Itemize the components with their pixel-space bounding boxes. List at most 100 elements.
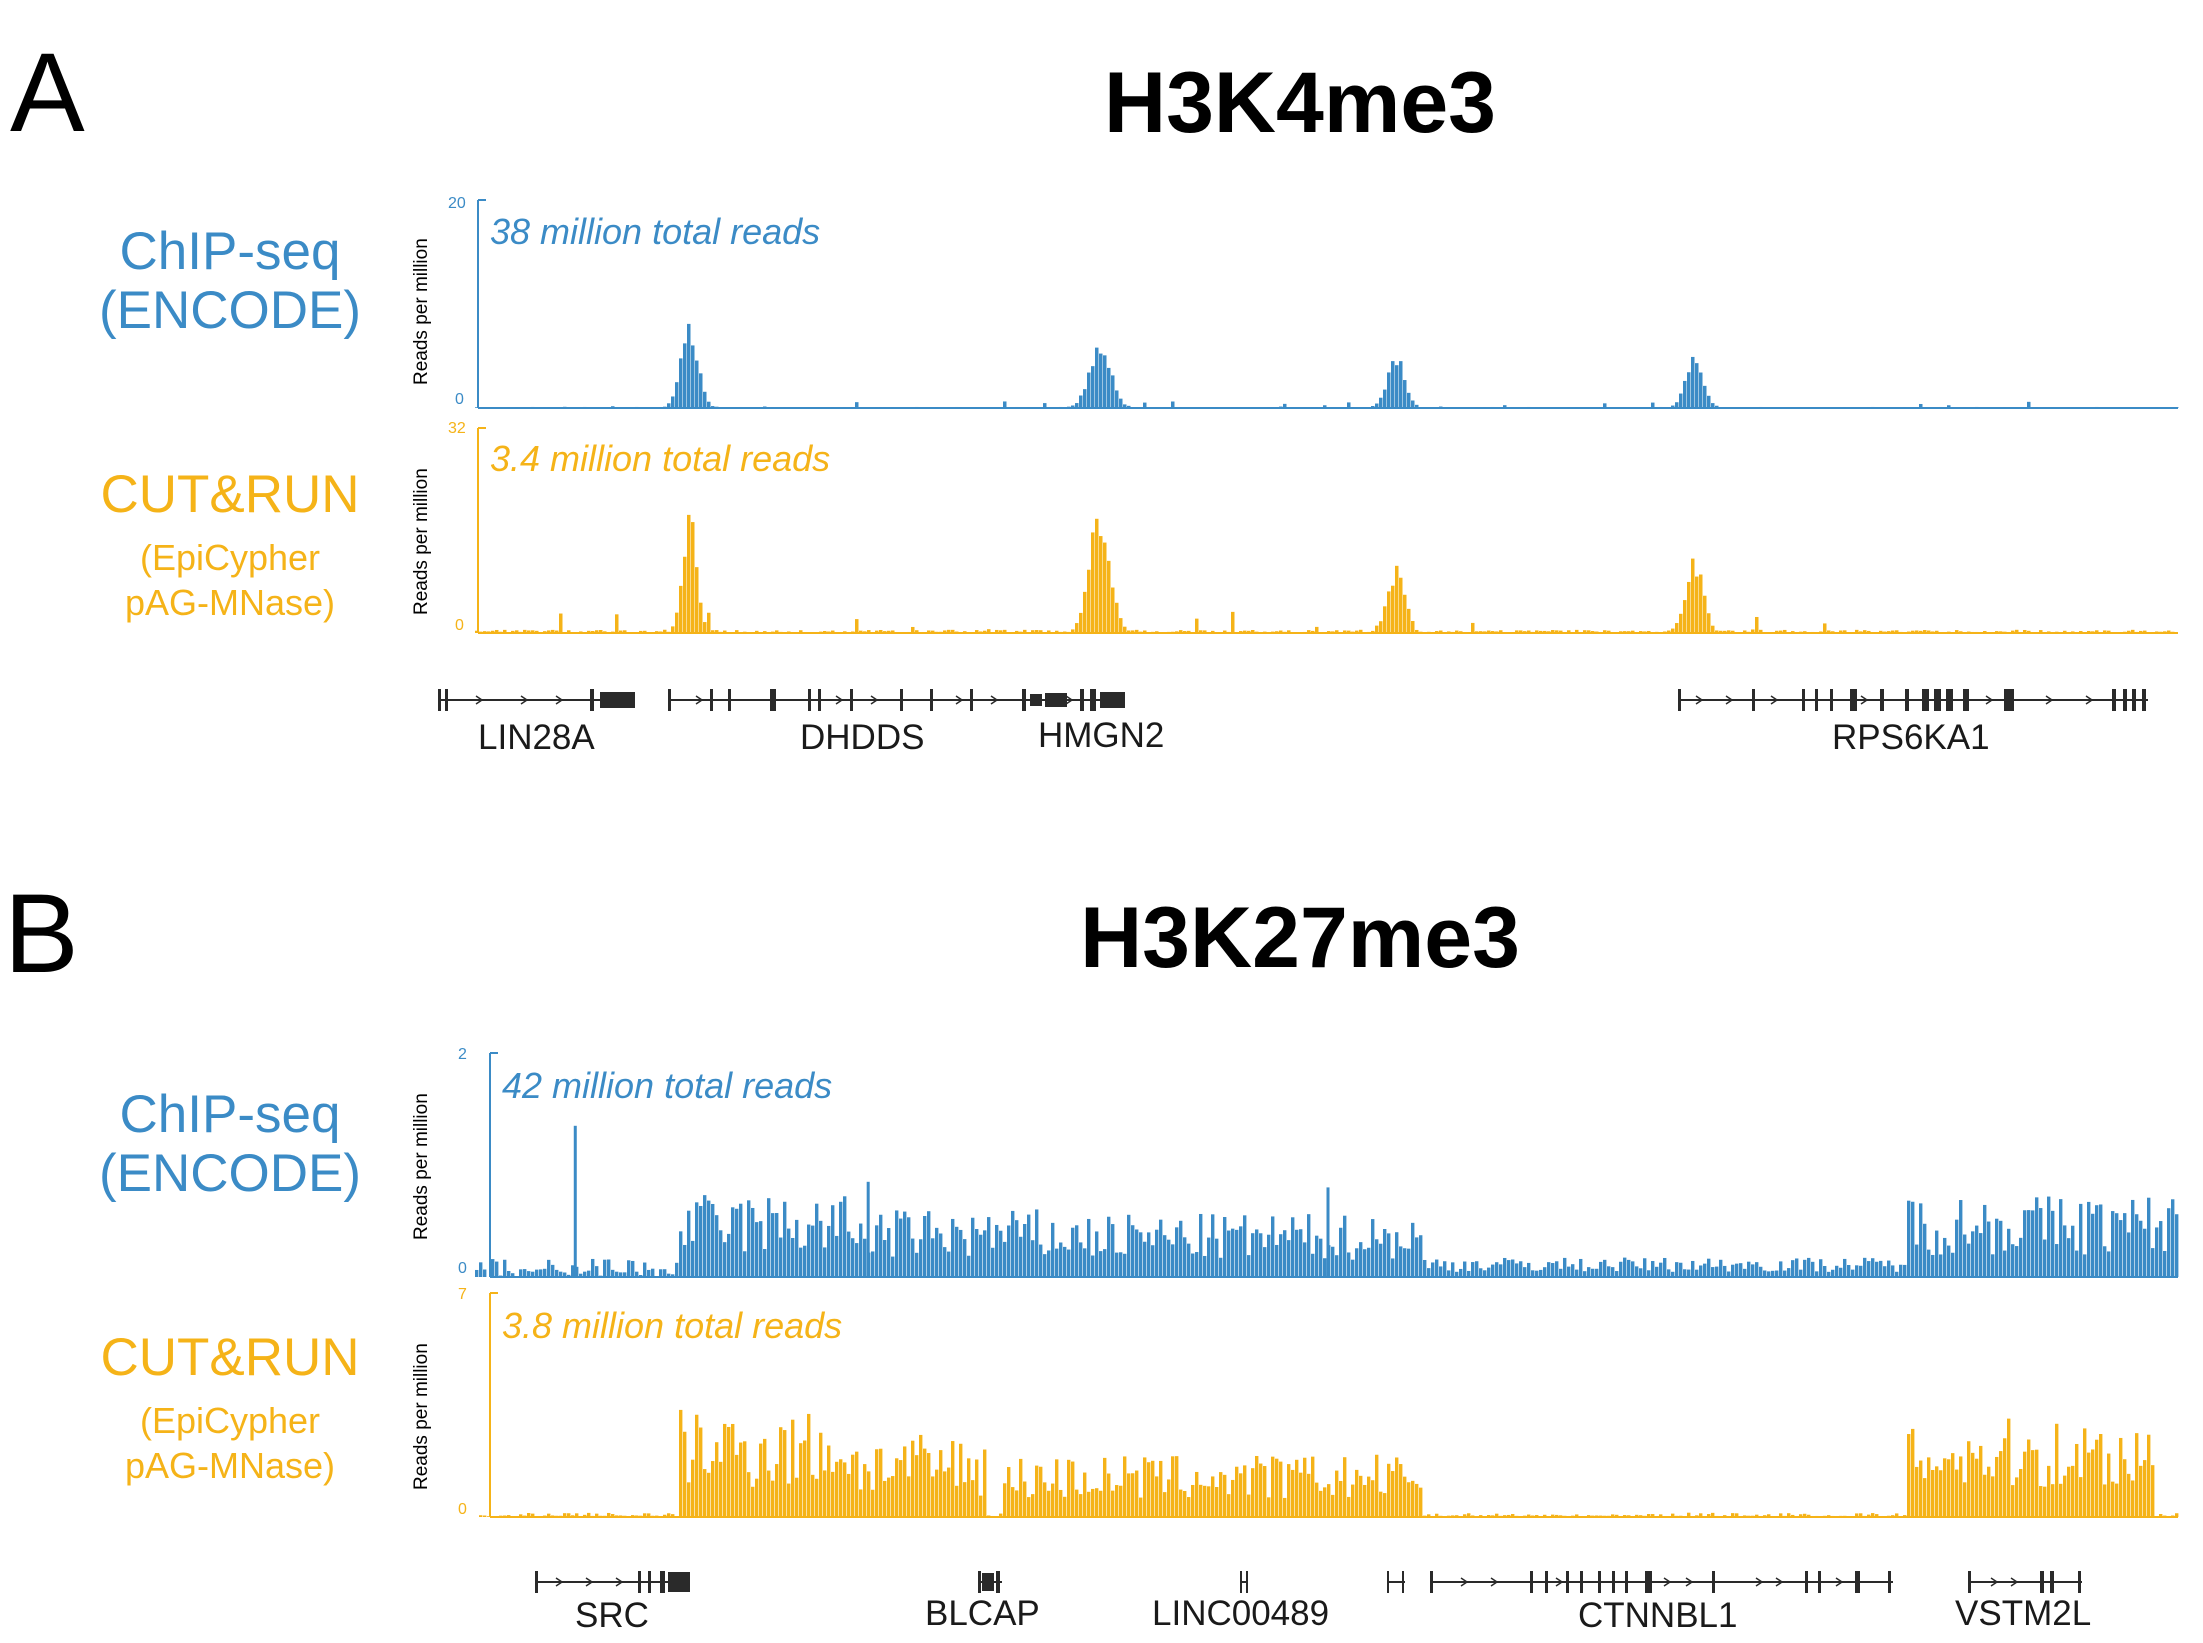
panel-a-chip-signal-bar bbox=[1047, 407, 1051, 408]
panel-b-chip-signal-bar bbox=[611, 1269, 615, 1277]
gene-exon bbox=[668, 689, 671, 711]
panel-a-cutrun-signal-bar bbox=[683, 556, 687, 633]
panel-b-chip-signal-bar bbox=[687, 1210, 691, 1277]
panel-b-chip-signal-bar bbox=[803, 1245, 807, 1277]
panel-b-chip-signal-bar bbox=[1931, 1254, 1935, 1277]
panel-a-chip-signal-bar bbox=[1603, 403, 1607, 408]
gene-exon bbox=[1752, 689, 1755, 711]
panel-b-cutrun-signal-bar bbox=[1479, 1515, 1483, 1517]
panel-a-chip-signal-bar bbox=[1511, 407, 1515, 408]
panel-b-cutrun-signal-bar bbox=[2147, 1434, 2151, 1517]
panel-b-cutrun-signal-bar bbox=[1355, 1469, 1359, 1517]
panel-b-chip-signal-bar bbox=[2011, 1244, 2015, 1277]
panel-b-chip-signal-bar bbox=[1859, 1265, 1863, 1277]
panel-b-cutrun-label: CUT&RUN bbox=[100, 1328, 360, 1387]
panel-b-cutrun-signal-bar bbox=[1195, 1471, 1199, 1517]
panel-b-chip-signal-bar bbox=[1955, 1219, 1959, 1277]
panel-a-cutrun-signal-bar bbox=[1471, 622, 1475, 633]
panel-b-cutrun-signal-bar bbox=[859, 1489, 863, 1517]
gene-exon bbox=[930, 689, 933, 711]
panel-b-cutrun-signal-bar bbox=[903, 1446, 907, 1517]
panel-b-cutrun-signal-bar bbox=[1231, 1479, 1235, 1517]
panel-a-chip-signal-bar bbox=[1331, 407, 1335, 408]
panel-b-cutrun-signal-bar bbox=[1359, 1475, 1363, 1517]
panel-b-cutrun-signal-bar bbox=[567, 1513, 571, 1517]
panel-b-cutrun-signal-bar bbox=[895, 1458, 899, 1517]
panel-b-cutrun-signal-bar bbox=[1579, 1516, 1583, 1517]
panel-a-chip-signal-bar bbox=[1447, 407, 1451, 408]
panel-b-chip-signal-bar bbox=[1207, 1237, 1211, 1277]
panel-a-cutrun-signal-bar bbox=[1307, 630, 1311, 633]
panel-b-chip-signal-bar bbox=[1935, 1230, 1939, 1277]
panel-a-cutrun-signal-bar bbox=[1083, 591, 1087, 633]
panel-a-cutrun-signal-bar bbox=[1999, 631, 2003, 633]
panel-a-cutrun-signal-bar bbox=[859, 630, 863, 633]
panel-b-cutrun-signal-bar bbox=[711, 1461, 715, 1517]
panel-a-chip-signal-bar bbox=[1387, 372, 1391, 408]
panel-b-cutrun-signal-bar bbox=[479, 1515, 483, 1517]
panel-b-cutrun-signal-bar bbox=[1903, 1515, 1907, 1517]
panel-b-chip-signal-bar bbox=[947, 1251, 951, 1277]
panel-b-chip-signal-bar bbox=[1279, 1234, 1283, 1277]
panel-b-cutrun-signal-bar bbox=[1711, 1512, 1715, 1517]
panel-b-chip-signal-bar bbox=[1659, 1262, 1663, 1277]
panel-a-cutrun-signal-bar bbox=[1547, 631, 1551, 633]
panel-b-chip-signal-bar bbox=[2071, 1225, 2075, 1277]
panel-a-chip-signal-bar bbox=[2067, 407, 2071, 408]
panel-a-cutrun-signal-bar bbox=[1975, 631, 1979, 633]
panel-b-cutrun-signal-bar bbox=[1947, 1459, 1951, 1517]
gene-exon bbox=[1888, 1571, 1891, 1593]
panel-b-cutrun-signal-bar bbox=[771, 1480, 775, 1517]
panel-b-chip-signal-bar bbox=[1711, 1267, 1715, 1277]
panel-a-chip-signal-bar bbox=[1127, 405, 1131, 408]
panel-b-cutrun-signal-bar bbox=[559, 1515, 563, 1517]
panel-a-chip-signal-bar bbox=[1659, 406, 1663, 408]
panel-b-chip-signal-bar bbox=[1447, 1270, 1451, 1277]
panel-b-chip-signal-bar bbox=[1223, 1217, 1227, 1277]
panel-a-cutrun-signal-bar bbox=[1039, 630, 1043, 633]
panel-b-cutrun-signal-bar bbox=[943, 1471, 947, 1517]
panel-a-cutrun-signal-bar bbox=[587, 630, 591, 633]
panel-b-chip-signal-bar bbox=[891, 1256, 895, 1277]
panel-b-chip-signal-bar bbox=[807, 1224, 811, 1277]
panel-b-chip-signal-bar bbox=[711, 1203, 715, 1277]
panel-b-cutrun-signal-bar bbox=[643, 1513, 647, 1517]
panel-b-cutrun-signal-bar bbox=[1139, 1497, 1143, 1517]
panel-b-cutrun-signal-bar bbox=[1383, 1493, 1387, 1517]
panel-a-cutrun-signal-bar bbox=[931, 630, 935, 633]
panel-b-chip-signal-bar bbox=[1115, 1252, 1119, 1277]
panel-b-chip-signal-bar bbox=[599, 1275, 603, 1277]
panel-b-cutrun-signal-bar bbox=[543, 1515, 547, 1517]
panel-a-chip-signal-bar bbox=[1111, 375, 1115, 408]
panel-a-chip-reads: 38 million total reads bbox=[490, 211, 821, 252]
panel-b-chip-signal-bar bbox=[659, 1269, 663, 1277]
panel-b-cutrun-signal-bar bbox=[1983, 1474, 1987, 1517]
panel-a-chip-signal-bar bbox=[1711, 403, 1715, 408]
panel-b-cutrun-signal-bar bbox=[1715, 1515, 1719, 1517]
panel-a-cutrun-signal-bar bbox=[1459, 631, 1463, 633]
panel-a-cutrun-signal-bar bbox=[1071, 629, 1075, 633]
panel-b-cutrun-signal-bar bbox=[1819, 1516, 1823, 1517]
panel-a-cutrun-signal-bar bbox=[1643, 631, 1647, 633]
panel-b-cutrun-signal-bar bbox=[1531, 1515, 1535, 1517]
panel-b-chip-signal-bar bbox=[2175, 1214, 2179, 1277]
panel-b-chip-signal-bar bbox=[1067, 1249, 1071, 1277]
panel-b-cutrun-signal-bar bbox=[1075, 1489, 1079, 1517]
panel-b-chip-signal-bar bbox=[859, 1223, 863, 1277]
panel-a-chip-signal-bar bbox=[1027, 407, 1031, 408]
panel-b-cutrun-signal-bar bbox=[1839, 1515, 1843, 1517]
panel-b-cutrun-signal-bar bbox=[647, 1513, 651, 1517]
panel-b-cutrun-signal-bar bbox=[891, 1476, 895, 1517]
panel-b-cutrun-signal-bar bbox=[1163, 1492, 1167, 1517]
panel-a-cutrun-signal-bar bbox=[2027, 630, 2031, 633]
gene-exon bbox=[1580, 1571, 1583, 1593]
panel-a-cutrun-signal-bar bbox=[1811, 631, 1815, 633]
panel-a-cutrun-signal-bar bbox=[1187, 630, 1191, 633]
panel-a-cutrun-signal-bar bbox=[1867, 630, 1871, 633]
panel-b-cutrun-signal-bar bbox=[1659, 1514, 1663, 1517]
panel-a-cutrun-signal-bar bbox=[659, 631, 663, 633]
gene-exon bbox=[900, 689, 903, 711]
panel-b-cutrun-signal-bar bbox=[1247, 1494, 1251, 1517]
panel-b-chip-signal-bar bbox=[483, 1269, 487, 1277]
panel-b-chip-signal-bar bbox=[739, 1203, 743, 1277]
